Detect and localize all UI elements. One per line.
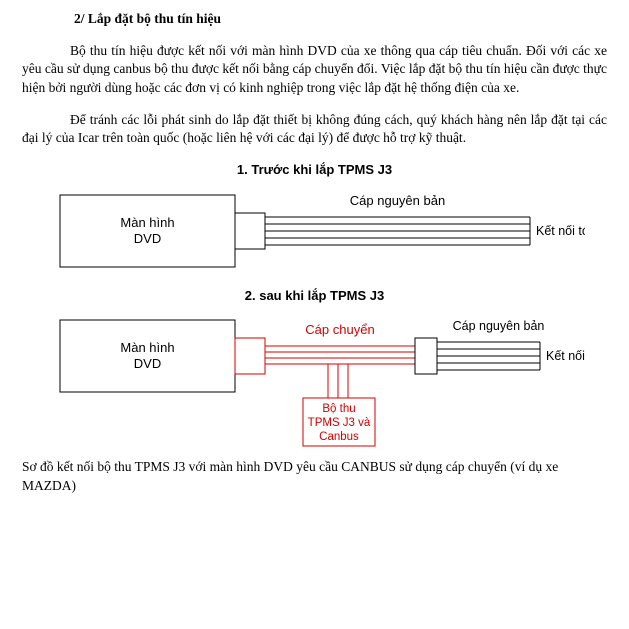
diagram-before-svg: Màn hìnhDVD Cáp nguyên bản Kết nối tới Xe bbox=[45, 185, 585, 281]
diagram-before: 1. Trước khi lắp TPMS J3 Màn hìnhDVD Cáp … bbox=[22, 161, 607, 281]
svg-text:Màn hình: Màn hình bbox=[120, 215, 174, 230]
svg-text:Cáp nguyên bản: Cáp nguyên bản bbox=[452, 319, 544, 333]
paragraph-2-text: Để tránh các lỗi phát sinh do lắp đặt th… bbox=[22, 112, 607, 145]
svg-text:Cáp nguyên bản: Cáp nguyên bản bbox=[349, 193, 444, 208]
svg-text:Kết nối tới Xe: Kết nối tới Xe bbox=[546, 349, 585, 363]
diagram-after: 2. sau khi lắp TPMS J3 Màn hìnhDVD Bộ thu… bbox=[22, 287, 607, 453]
diagram-after-title: 2. sau khi lắp TPMS J3 bbox=[22, 287, 607, 305]
diagram-caption: Sơ đồ kết nối bộ thu TPMS J3 với màn hìn… bbox=[22, 458, 607, 494]
svg-text:Kết nối tới Xe: Kết nối tới Xe bbox=[536, 224, 585, 238]
svg-text:Bộ thu: Bộ thu bbox=[322, 403, 355, 415]
diagram-after-svg: Màn hìnhDVD Bộ thu TPMS J3 và Canbus Cáp chu… bbox=[45, 310, 585, 452]
svg-text:DVD: DVD bbox=[133, 231, 160, 246]
diagram-before-title: 1. Trước khi lắp TPMS J3 bbox=[22, 161, 607, 179]
svg-text:Cáp chuyển: Cáp chuyển bbox=[305, 322, 374, 337]
paragraph-2: Để tránh các lỗi phát sinh do lắp đặt th… bbox=[22, 111, 607, 147]
svg-text:Màn hình: Màn hình bbox=[120, 340, 174, 355]
svg-text:DVD: DVD bbox=[133, 356, 160, 371]
paragraph-1-text: Bộ thu tín hiệu được kết nối với màn hìn… bbox=[22, 43, 607, 94]
svg-text:Canbus: Canbus bbox=[319, 431, 359, 443]
paragraph-1: Bộ thu tín hiệu được kết nối với màn hìn… bbox=[22, 42, 607, 97]
svg-text:TPMS J3 và: TPMS J3 và bbox=[307, 417, 370, 429]
section-heading: 2/ Lắp đặt bộ thu tín hiệu bbox=[74, 10, 607, 28]
